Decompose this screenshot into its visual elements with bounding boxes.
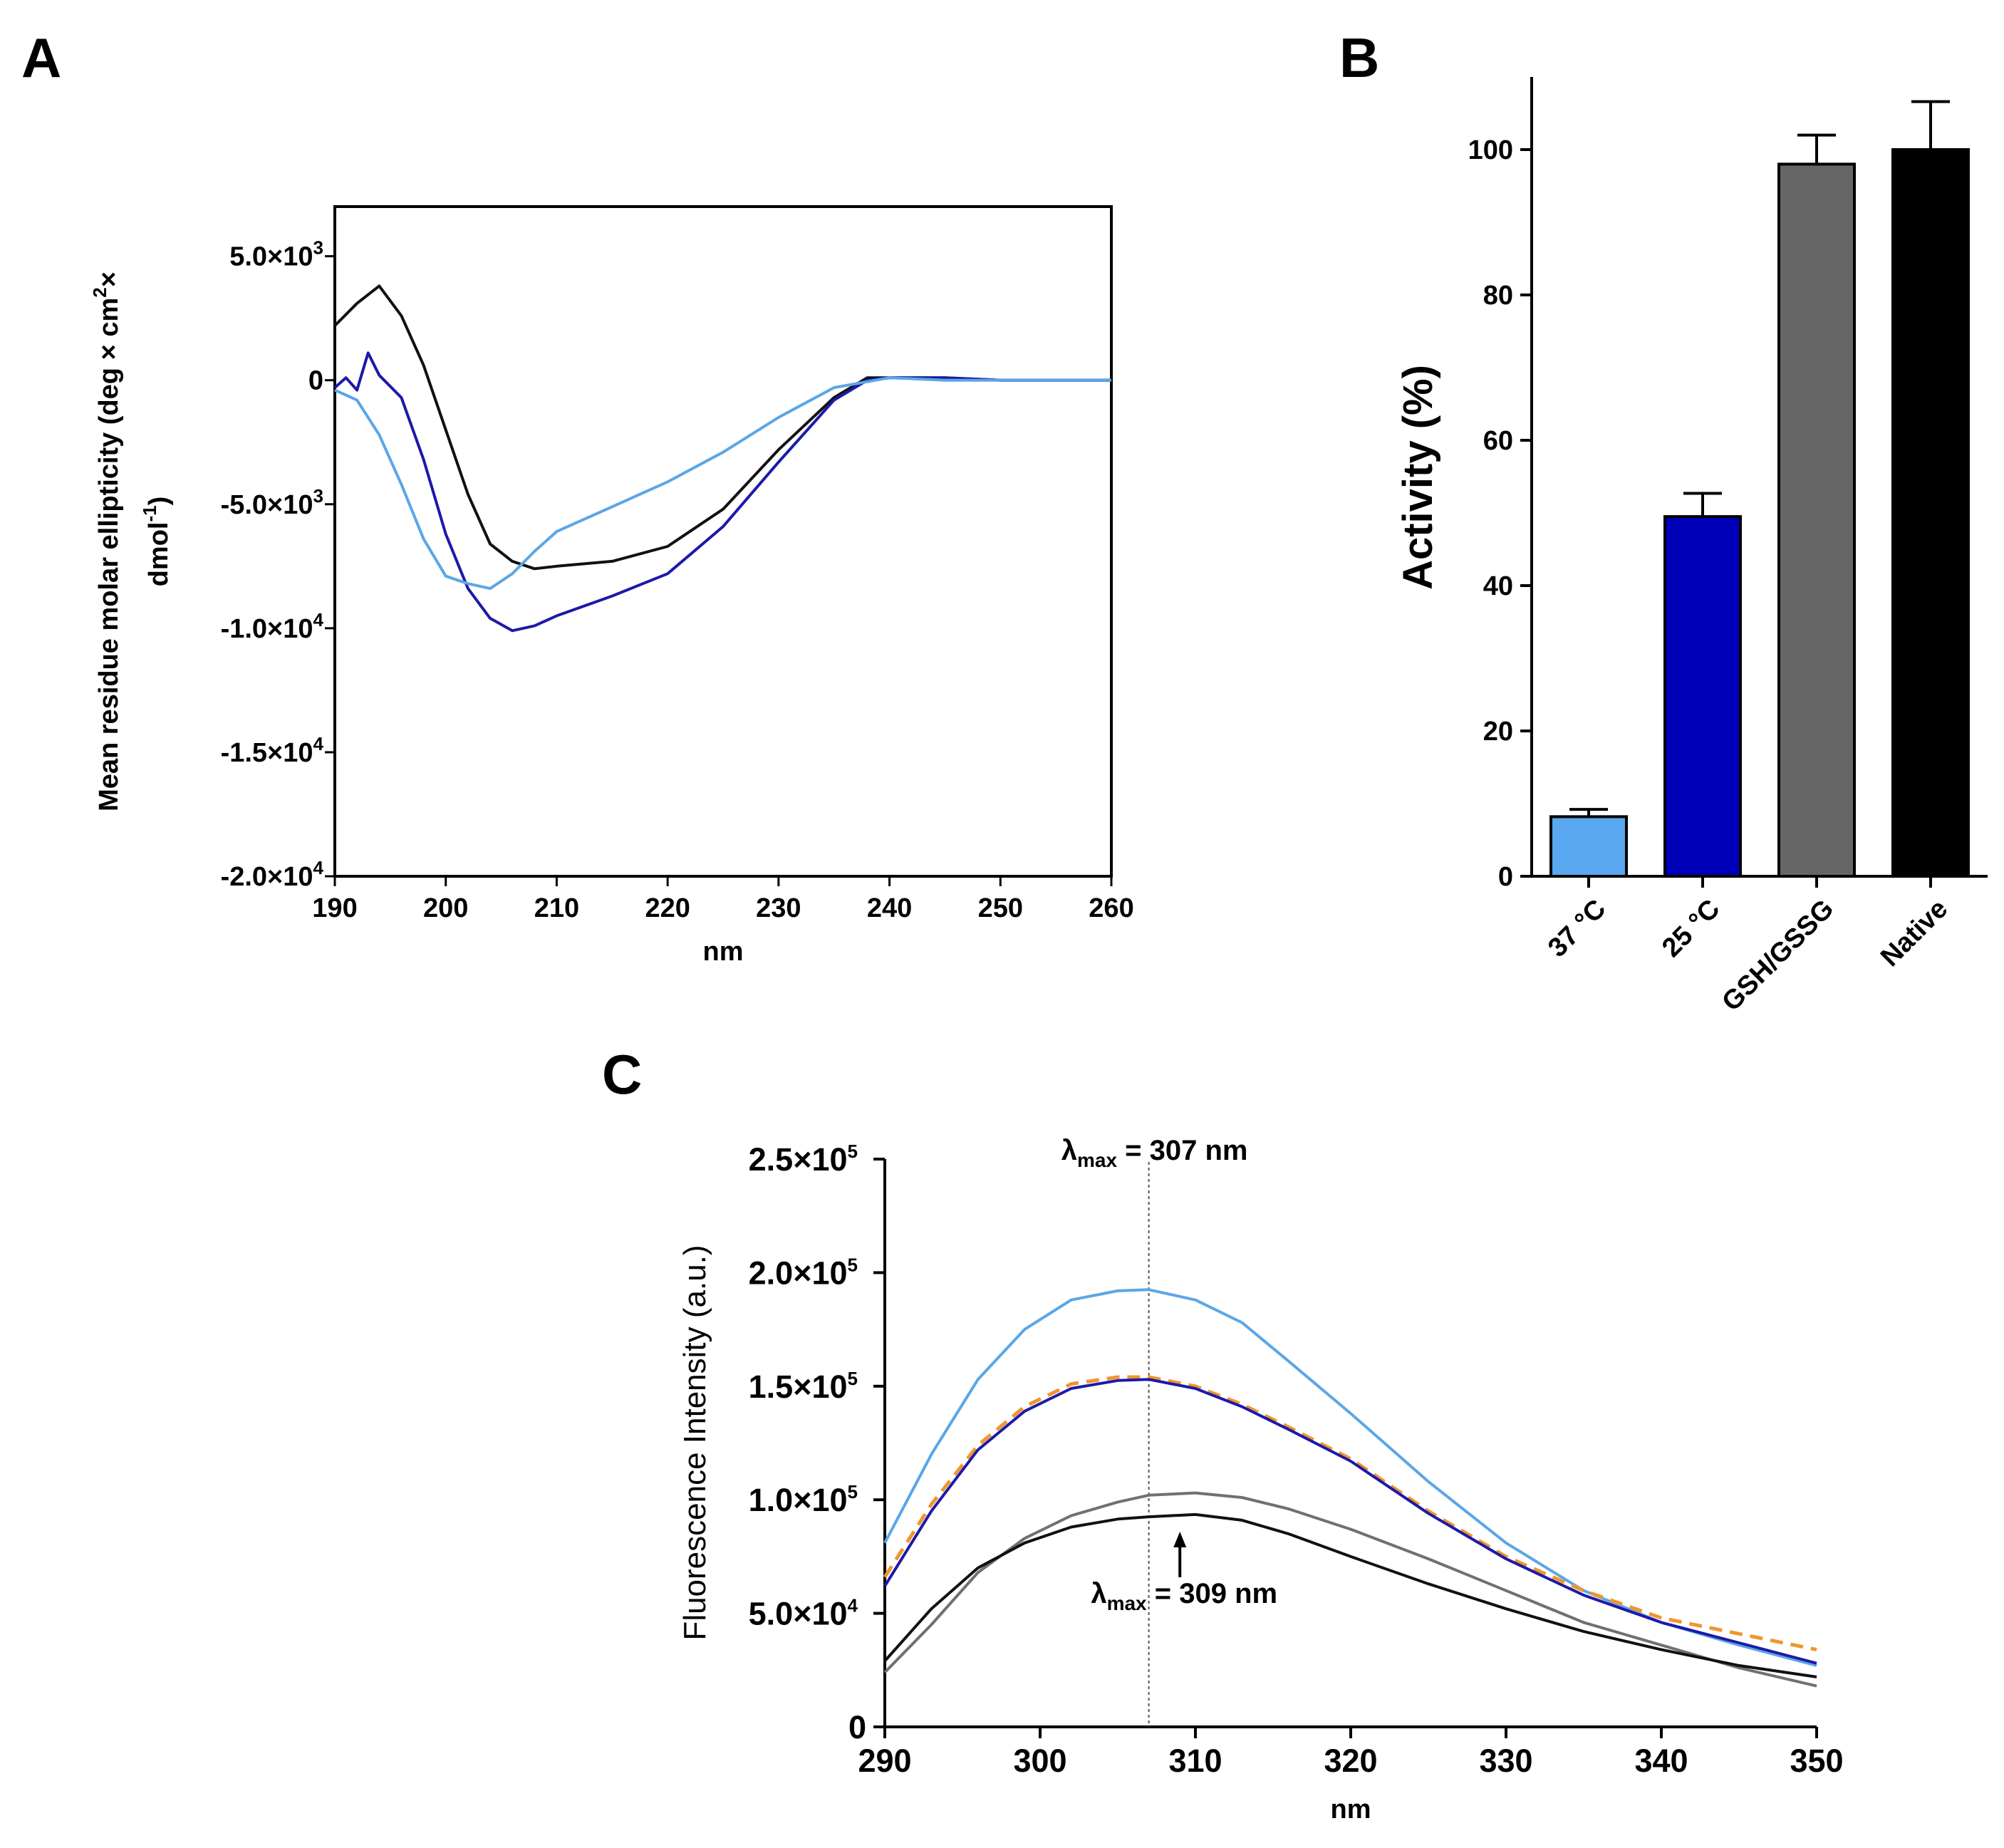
tick-exponent: 5 bbox=[848, 1254, 858, 1275]
x-tick-label-c: 310 bbox=[1168, 1743, 1222, 1779]
tick-mantissa: 5.0×10 bbox=[229, 242, 313, 272]
y-axis-label-c: Fluorescence Intensity (a.u.) bbox=[677, 1245, 712, 1640]
x-tick-label-a: 240 bbox=[867, 893, 912, 923]
tick-exponent: 3 bbox=[313, 237, 323, 259]
y-axis-label-a-line2: dmol-1) bbox=[139, 497, 174, 587]
annotation-arrow-head bbox=[1173, 1532, 1187, 1547]
panel-label-a: A bbox=[21, 26, 61, 89]
y-tick-label-b: 0 bbox=[1498, 862, 1513, 892]
annot-subscript: max bbox=[1077, 1149, 1117, 1171]
x-tick-label-a: 210 bbox=[534, 893, 579, 923]
ylabel-text: Mean residue molar ellipticity (deg × cm bbox=[94, 298, 124, 811]
y-tick-label-b: 20 bbox=[1483, 717, 1513, 747]
x-tick-label-c: 340 bbox=[1634, 1743, 1688, 1779]
y-tick-label-c: 2.0×105 bbox=[749, 1254, 858, 1291]
y-tick-label-a: 0 bbox=[308, 366, 323, 396]
series-line-a-light-blue bbox=[334, 376, 1111, 591]
category-label-b: Native bbox=[1875, 894, 1953, 972]
y-tick-label-a: -1.5×104 bbox=[221, 733, 324, 768]
x-tick-label-c: 290 bbox=[858, 1743, 911, 1779]
x-tick-label-a: 250 bbox=[978, 893, 1023, 923]
series-line-c-orange bbox=[883, 1375, 1817, 1652]
tick-exponent: 5 bbox=[848, 1141, 858, 1162]
y-tick-label-a: 5.0×103 bbox=[229, 237, 323, 272]
bar-b bbox=[1777, 162, 1856, 878]
tick-mantissa: -1.5×10 bbox=[221, 738, 313, 768]
annot-symbol: λ bbox=[1061, 1135, 1077, 1166]
y-tick-label-a: -5.0×103 bbox=[221, 485, 323, 520]
y-axis-label-b: Activity (%) bbox=[1395, 365, 1441, 590]
series-line-a-dark-blue bbox=[333, 351, 1111, 633]
annotation-lambda-309: λmax = 309 nm bbox=[1091, 1578, 1277, 1614]
y-tick-label-c: 0 bbox=[848, 1709, 866, 1745]
series-line-c-dark-blue bbox=[883, 1378, 1817, 1665]
tick-exponent: 5 bbox=[848, 1481, 858, 1502]
tick-mantissa: -1.0×10 bbox=[221, 614, 313, 644]
series-line-c-light-blue bbox=[883, 1288, 1817, 1667]
tick-mantissa: 0 bbox=[308, 366, 323, 396]
x-axis-label-a: nm bbox=[703, 937, 744, 967]
series-line-c-black bbox=[883, 1512, 1817, 1678]
bar-b bbox=[1663, 515, 1742, 878]
annot-subscript: max bbox=[1107, 1592, 1147, 1614]
y-tick-label-c: 1.0×105 bbox=[749, 1481, 858, 1518]
x-tick-label-a: 260 bbox=[1089, 893, 1133, 923]
ylabel-text: dmol bbox=[144, 522, 174, 587]
y-tick-label-c: 1.5×105 bbox=[749, 1368, 858, 1405]
ylabel-sup: -1 bbox=[139, 505, 160, 521]
x-tick-label-c: 350 bbox=[1790, 1743, 1843, 1779]
x-tick-label-a: 220 bbox=[645, 893, 690, 923]
x-tick-label-a: 230 bbox=[756, 893, 801, 923]
series-line-c-gray bbox=[883, 1491, 1817, 1688]
tick-exponent: 3 bbox=[313, 485, 323, 507]
chart-b: 0 20 40 60 80 100 Activity (%) 37 °C 25 °CGSH/GS… bbox=[1395, 77, 1988, 1017]
ylabel-sup: 2 bbox=[89, 287, 110, 297]
x-tick-label-a: 200 bbox=[423, 893, 468, 923]
ylabel-text: × bbox=[94, 271, 124, 287]
y-tick-label-b: 80 bbox=[1483, 281, 1513, 311]
x-tick-label-c: 320 bbox=[1324, 1743, 1377, 1779]
chart-c: 290 300 310 320 330 340 35005.0×1041.0×1051.5×… bbox=[677, 1135, 1844, 1824]
tick-mantissa: 1.0×10 bbox=[749, 1482, 848, 1518]
tick-mantissa: -2.0×10 bbox=[221, 862, 313, 892]
category-label-b: 37 °C bbox=[1542, 894, 1611, 963]
y-tick-label-c: 5.0×104 bbox=[749, 1595, 858, 1632]
y-tick-label-a: -1.0×104 bbox=[221, 609, 324, 644]
ylabel-text: ) bbox=[144, 497, 174, 506]
tick-mantissa: -5.0×10 bbox=[221, 490, 313, 520]
panel-label-c: C bbox=[602, 1043, 642, 1106]
annot-text: = 309 nm bbox=[1147, 1578, 1277, 1609]
tick-exponent: 4 bbox=[313, 733, 324, 754]
tick-mantissa: 0 bbox=[848, 1709, 866, 1745]
tick-exponent: 5 bbox=[848, 1368, 858, 1389]
tick-mantissa: 2.0×10 bbox=[749, 1255, 848, 1291]
x-tick-label-c: 300 bbox=[1013, 1743, 1066, 1779]
category-label-b: GSH/GSSG bbox=[1716, 894, 1839, 1017]
category-label-b: 25 °C bbox=[1656, 894, 1725, 963]
tick-mantissa: 5.0×10 bbox=[749, 1596, 848, 1632]
y-tick-label-b: 40 bbox=[1483, 571, 1513, 601]
plot-frame-a bbox=[333, 205, 1113, 878]
tick-exponent: 4 bbox=[313, 857, 324, 878]
y-tick-label-a: -2.0×104 bbox=[221, 857, 324, 892]
x-axis-label-c: nm bbox=[1331, 1795, 1371, 1824]
y-axis-label-a-line1: Mean residue molar ellipticity (deg × cm… bbox=[89, 271, 124, 811]
x-tick-label-c: 330 bbox=[1479, 1743, 1532, 1779]
bar-b bbox=[1549, 815, 1628, 878]
tick-mantissa: 2.5×10 bbox=[749, 1141, 848, 1178]
y-tick-label-b: 100 bbox=[1468, 135, 1513, 165]
tick-exponent: 4 bbox=[313, 609, 324, 630]
panel-label-b: B bbox=[1339, 26, 1379, 89]
y-tick-label-b: 60 bbox=[1483, 426, 1513, 456]
tick-mantissa: 1.5×10 bbox=[749, 1369, 848, 1405]
tick-exponent: 4 bbox=[848, 1595, 858, 1616]
annot-text: = 307 nm bbox=[1117, 1135, 1247, 1166]
chart-a: 190 200 210 220 230 240 250 2605.0×1030-5.0×103… bbox=[89, 205, 1134, 967]
annot-symbol: λ bbox=[1091, 1578, 1106, 1609]
annotation-lambda-307: λmax = 307 nm bbox=[1061, 1135, 1248, 1171]
y-tick-label-c: 2.5×105 bbox=[749, 1141, 858, 1178]
x-tick-label-a: 190 bbox=[312, 893, 357, 923]
bar-b bbox=[1891, 148, 1970, 878]
